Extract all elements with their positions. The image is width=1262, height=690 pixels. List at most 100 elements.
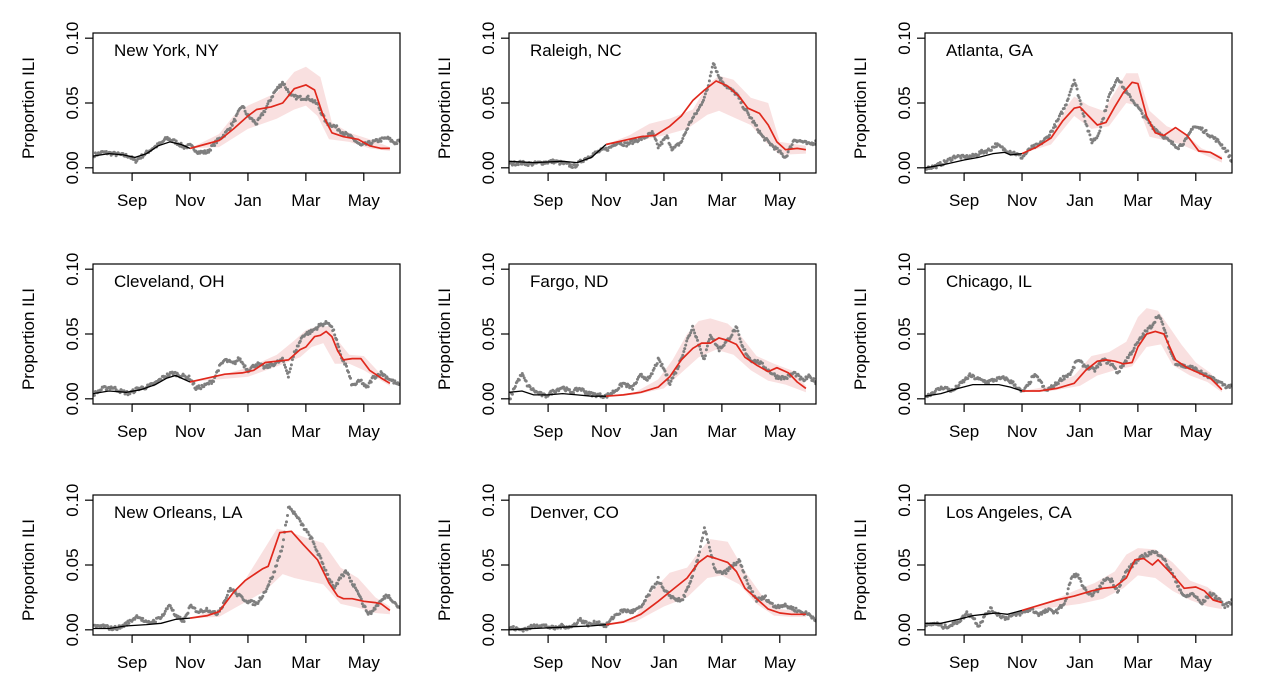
- observed-point: [337, 345, 341, 349]
- forecast-line: [605, 555, 806, 626]
- panel-title: Atlanta, GA: [946, 41, 1034, 60]
- observed-point: [284, 365, 287, 369]
- observed-point: [578, 616, 582, 620]
- observed-point: [639, 372, 643, 376]
- observed-point: [268, 580, 272, 583]
- observed-point: [285, 520, 288, 524]
- y-axis: 0.00 0.05 0.10 Proportion ILI: [435, 253, 509, 415]
- observed-point: [1070, 368, 1074, 372]
- observed-point: [187, 374, 191, 378]
- observed-point: [326, 573, 330, 576]
- observed-point: [1082, 114, 1086, 118]
- observed-point: [1078, 577, 1082, 581]
- observed-point: [650, 372, 654, 376]
- observed-point: [186, 611, 190, 615]
- observed-point: [1111, 579, 1115, 583]
- observed-point: [965, 610, 969, 614]
- observed-point: [1096, 134, 1100, 138]
- observed-point: [312, 542, 316, 546]
- observed-point: [966, 377, 970, 380]
- plot-area: [509, 62, 816, 169]
- observed-point: [730, 333, 734, 337]
- observed-point: [294, 97, 298, 101]
- observed-point: [660, 142, 664, 146]
- observed-point: [671, 376, 675, 380]
- observed-point: [210, 382, 214, 385]
- observed-point: [1204, 128, 1208, 132]
- observed-point: [813, 142, 816, 146]
- observed-point: [741, 345, 745, 349]
- observed-point: [1139, 109, 1143, 113]
- observed-point: [698, 550, 701, 554]
- observed-point: [363, 605, 367, 609]
- observed-point: [241, 362, 245, 366]
- observed-point: [988, 610, 991, 614]
- observed-point: [669, 145, 673, 149]
- observed-point: [724, 572, 728, 575]
- observed-point: [734, 563, 738, 567]
- x-tick-label: Nov: [591, 653, 622, 672]
- observed-point: [1199, 369, 1203, 373]
- observed-point: [335, 338, 339, 342]
- observed-point: [516, 163, 520, 167]
- observed-point: [962, 380, 966, 384]
- observed-point: [584, 620, 588, 624]
- observed-point: [683, 595, 687, 598]
- observed-point: [319, 556, 323, 560]
- observed-point: [388, 136, 392, 140]
- observed-point: [691, 574, 695, 578]
- fitted-line: [93, 617, 191, 630]
- forecast-line: [1022, 330, 1223, 392]
- observed-point: [1126, 356, 1130, 360]
- observed-point: [322, 565, 326, 569]
- observed-point: [347, 573, 350, 576]
- observed-point: [127, 621, 131, 625]
- x-tick-label: Nov: [175, 653, 206, 672]
- observed-point: [1204, 372, 1208, 376]
- observed-point: [1220, 143, 1224, 147]
- observed-point: [370, 141, 374, 145]
- observed-point: [706, 541, 710, 544]
- x-tick-label: Nov: [1007, 422, 1038, 441]
- observed-point: [352, 583, 356, 587]
- observed-point: [1171, 140, 1175, 144]
- observed-point: [625, 144, 629, 148]
- y-axis: 0.00 0.05 0.10 Proportion ILI: [435, 484, 509, 646]
- observed-point: [756, 359, 760, 362]
- y-tick-label: 0.00: [895, 382, 914, 415]
- observed-point: [1208, 591, 1212, 595]
- observed-series: [93, 505, 400, 632]
- observed-point: [271, 95, 275, 98]
- observed-point: [513, 385, 517, 388]
- observed-point: [1129, 352, 1133, 356]
- observed-point: [276, 559, 280, 562]
- observed-point: [666, 136, 670, 140]
- panel-chicago-il: Chicago, IL Sep Nov Jan Mar May 0.00 0.05 0.10 Pr…: [851, 253, 1233, 441]
- observed-point: [1124, 359, 1128, 363]
- observed-point: [217, 369, 220, 373]
- observed-point: [1200, 602, 1204, 606]
- observed-point: [668, 383, 672, 386]
- x-tick-label: May: [764, 191, 797, 210]
- x-axis: Sep Nov Jan Mar May: [533, 172, 797, 210]
- observed-point: [344, 569, 348, 573]
- observed-point: [1000, 145, 1004, 149]
- observed-point: [708, 74, 712, 78]
- observed-point: [775, 146, 779, 150]
- observed-point: [275, 564, 279, 568]
- observed-point: [324, 568, 328, 572]
- observed-point: [360, 602, 364, 606]
- observed-point: [959, 156, 963, 160]
- observed-point: [182, 620, 186, 623]
- forecast-line: [605, 80, 807, 151]
- observed-point: [701, 536, 704, 540]
- observed-point: [1161, 322, 1165, 326]
- observed-point: [1051, 129, 1054, 133]
- observed-point: [569, 163, 572, 167]
- observed-point: [1164, 559, 1168, 563]
- x-tick-label: Nov: [1007, 653, 1038, 672]
- observed-point: [669, 379, 673, 383]
- x-tick-label: Mar: [707, 422, 737, 441]
- observed-point: [192, 381, 196, 385]
- observed-point: [230, 123, 234, 127]
